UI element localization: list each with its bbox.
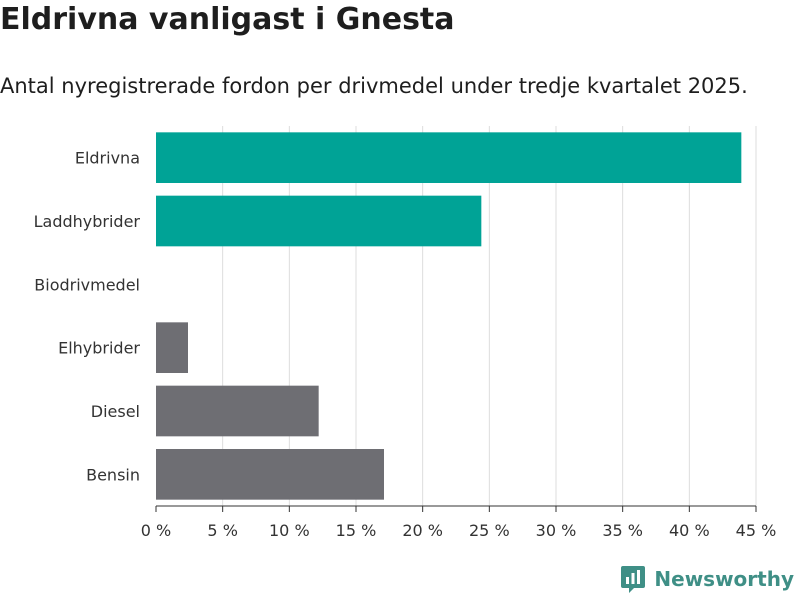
x-tick-label: 20 % (402, 521, 443, 540)
brand-name: Newsworthy (654, 567, 794, 591)
chart-title: Eldrivna vanligast i Gnesta (0, 2, 455, 37)
chart-subtitle: Antal nyregistrerade fordon per drivmede… (0, 74, 748, 98)
bar-bensin (156, 449, 384, 500)
category-label: Diesel (91, 402, 140, 421)
label-layer: 0 % 5 % 10 % 15 % 20 % 25 % 30 % 35 % 40 % 45 % El… (34, 149, 777, 540)
x-tick-label: 30 % (536, 521, 577, 540)
x-tick-label: 15 % (336, 521, 377, 540)
grid-layer (222, 126, 757, 506)
category-label: Biodrivmedel (34, 275, 140, 294)
x-tick-label: 5 % (207, 521, 237, 540)
axis-layer (155, 505, 757, 512)
bar-elhybrider (156, 322, 188, 373)
x-tick-label: 0 % (141, 521, 171, 540)
bar-eldrivna (156, 132, 742, 183)
bar-layer (156, 132, 742, 500)
x-tick-label: 40 % (669, 521, 710, 540)
bar-laddhybrider (156, 195, 482, 247)
x-tick-label: 10 % (269, 521, 310, 540)
category-label: Bensin (86, 465, 140, 484)
category-label: Laddhybrider (34, 212, 141, 231)
x-tick-label: 45 % (736, 521, 777, 540)
x-tick-label: 25 % (469, 521, 510, 540)
category-label: Eldrivna (75, 149, 140, 168)
bar-chart: 0 % 5 % 10 % 15 % 20 % 25 % 30 % 35 % 40 % 45 % El… (34, 126, 777, 540)
category-label: Elhybrider (58, 339, 140, 358)
bar-diesel (156, 385, 319, 437)
newsworthy-brand: Newsworthy (620, 564, 794, 594)
newsworthy-logo-icon (621, 566, 646, 593)
x-tick-label: 35 % (602, 521, 643, 540)
